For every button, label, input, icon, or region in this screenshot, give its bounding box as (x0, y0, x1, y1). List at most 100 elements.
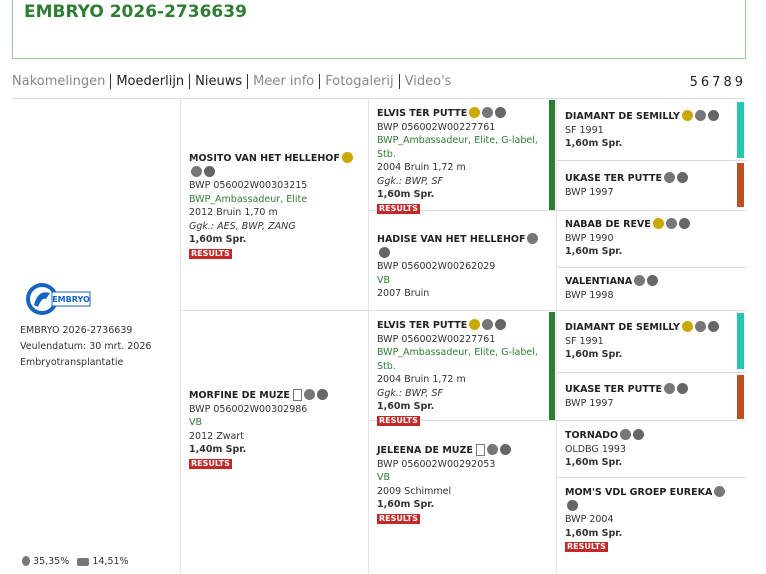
icon[interactable] (482, 107, 494, 118)
icon[interactable] (204, 165, 215, 177)
icon[interactable] (341, 152, 353, 163)
name-text: ELVIS TER PUTTE (377, 108, 468, 119)
icon[interactable] (482, 319, 494, 330)
tab[interactable]: Nieuws (190, 74, 249, 89)
horse-results: RESULTS (377, 512, 547, 526)
icon[interactable] (707, 110, 719, 121)
icon[interactable] (677, 383, 689, 394)
horse-results: RESULTS (189, 247, 359, 261)
icon[interactable] (664, 172, 676, 183)
icon[interactable] (475, 444, 485, 456)
horse: HADISE VAN HET HELLEHOF BWP 056002W002620… (377, 233, 547, 301)
icon[interactable] (486, 444, 498, 455)
icon[interactable] (707, 321, 719, 332)
stat: 14,51% (92, 556, 129, 567)
horse-birth: 2012 Bruin 1,70 m (189, 206, 359, 220)
horse-reg: OLDBG 1993 (565, 443, 735, 457)
icon[interactable] (191, 165, 202, 177)
icon[interactable] (694, 110, 706, 121)
tab[interactable]: Video's (404, 74, 452, 89)
text: 1,60m Spr. (377, 499, 435, 510)
page-link[interactable]: 5 (689, 75, 701, 90)
icon[interactable] (633, 429, 645, 440)
results-badge[interactable]: RESULTS (377, 415, 420, 426)
name-text: MOSITO VAN HET HELLEHOF (189, 153, 340, 164)
results-badge[interactable]: RESULTS (189, 458, 232, 469)
horse: NABAB DE REVE BWP 1990 1,60m Spr. (565, 218, 735, 259)
icon[interactable] (469, 107, 481, 118)
results-badge[interactable]: RESULTS (377, 203, 420, 214)
icon[interactable] (499, 444, 511, 455)
text: 1,40m Spr. (189, 444, 247, 455)
tab[interactable]: Meer info (248, 74, 321, 89)
icon[interactable] (714, 486, 726, 497)
icon[interactable] (379, 246, 390, 258)
icon[interactable] (681, 321, 693, 332)
tab[interactable]: Nakomelingen (12, 74, 112, 89)
icon[interactable] (664, 383, 676, 394)
results-badge[interactable]: RESULTS (565, 542, 608, 552)
name-text: UKASE TER PUTTE (565, 173, 663, 184)
tab[interactable]: Fotogalerij (320, 74, 400, 89)
icon[interactable] (652, 218, 664, 229)
text: BWP 056002W00227761 (377, 121, 496, 133)
horse: ELVIS TER PUTTE BWP 056002W00227761 BWP_Am… (377, 107, 547, 215)
text: 2004 Bruin 1,72 m (377, 162, 466, 173)
icon[interactable] (495, 319, 507, 330)
text: BWP_Ambassadeur, Elite, G-label, Stb. (377, 347, 538, 372)
stats: 35,35% 14,51% (20, 556, 129, 567)
column-divider (180, 99, 181, 574)
icon[interactable] (469, 319, 481, 330)
icon[interactable] (665, 218, 677, 229)
icon[interactable] (495, 107, 507, 118)
horse-ggk: Ggk.: AES, BWP, ZANG (189, 220, 359, 234)
horse-name: UKASE TER PUTTE (565, 172, 735, 186)
page-link[interactable]: 8 (723, 75, 735, 90)
results-badge[interactable]: RESULTS (377, 513, 420, 524)
icon[interactable] (303, 389, 315, 400)
row-divider (368, 420, 556, 421)
page-link[interactable]: 9 (734, 75, 746, 90)
icon[interactable] (620, 429, 632, 440)
icon[interactable] (527, 233, 539, 244)
icon[interactable] (316, 389, 328, 400)
page-title: EMBRYO 2026-2736639 (24, 2, 247, 22)
text: SF 1991 (565, 335, 604, 347)
horse-reg: BWP 056002W00303215 (189, 179, 359, 193)
horse-name: UKASE TER PUTTE (565, 383, 735, 397)
horse-reg: BWP 056002W00227761 (377, 121, 547, 135)
column-divider (556, 99, 557, 574)
text: 2004 Bruin 1,72 m (377, 374, 466, 385)
icon[interactable] (292, 389, 302, 401)
horse-name: MORFINE DE MUZE (189, 389, 359, 403)
icon[interactable] (567, 499, 578, 511)
icon[interactable] (678, 218, 690, 229)
icon[interactable] (634, 275, 646, 286)
icon[interactable] (647, 275, 659, 286)
horse-spr: 1,60m Spr. (377, 400, 547, 414)
icon[interactable] (694, 321, 706, 332)
horse-birth: 2007 Bruin (377, 287, 547, 301)
icon[interactable] (681, 110, 693, 121)
horse: MOM'S VDL GROEP EUREKA BWP 2004 1,60m Spr.… (565, 486, 735, 554)
icon[interactable] (677, 172, 689, 183)
marker (737, 313, 744, 369)
horse-reg: BWP 1997 (565, 397, 735, 411)
pagination: 56789 (690, 75, 746, 90)
tab[interactable]: Moederlijn (111, 74, 191, 89)
page-link[interactable]: 6 (700, 75, 713, 90)
text: SF 1991 (565, 124, 604, 136)
horse-results: RESULTS (377, 202, 547, 216)
marker (549, 100, 555, 210)
results-badge[interactable]: RESULTS (189, 248, 232, 259)
page-link[interactable]: 7 (712, 75, 724, 90)
text: BWP 056002W00227761 (377, 333, 496, 345)
text: BWP_Ambassadeur, Elite (189, 193, 308, 205)
horse-name: ELVIS TER PUTTE (377, 107, 547, 121)
horse-name: TORNADO (565, 429, 735, 443)
row-divider (556, 160, 746, 161)
horse-birth: 2009 Schimmel (377, 485, 547, 499)
marker (737, 163, 744, 207)
name-text: ELVIS TER PUTTE (377, 320, 468, 331)
